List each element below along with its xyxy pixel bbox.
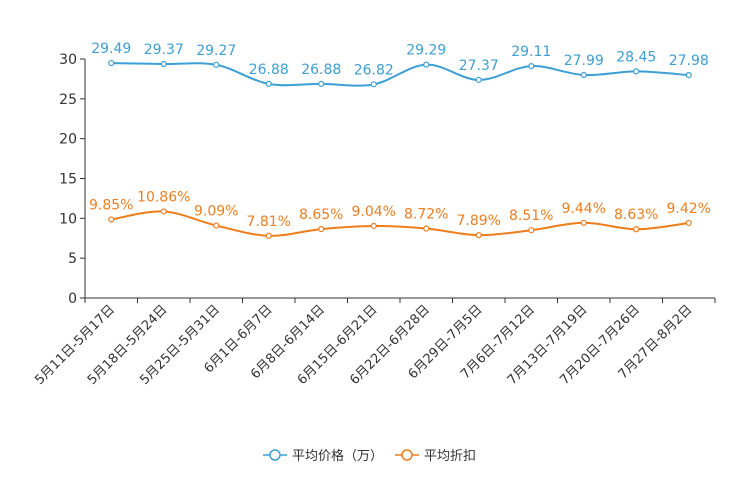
- data-label: 29.49: [91, 41, 131, 57]
- data-label: 29.29: [406, 43, 446, 59]
- data-point: [318, 225, 325, 233]
- data-label: 26.88: [249, 62, 289, 78]
- y-tick-label: 0: [68, 291, 77, 307]
- y-ticks: 0 5 10 15 20 25 30: [59, 52, 85, 307]
- data-label: 28.45: [616, 49, 656, 65]
- data-label: 10.86%: [137, 189, 190, 205]
- x-ticks: 5月11日-5月17日5月18日-5月24日5月25日-5月31日6月1日-6月…: [32, 298, 716, 388]
- data-point: [633, 68, 640, 75]
- legend-item-1: 平均价格（万）: [263, 448, 383, 464]
- data-point: [160, 60, 167, 68]
- data-point: [423, 225, 430, 232]
- y-tick-label: 15: [59, 172, 77, 188]
- data-label: 8.65%: [299, 207, 343, 223]
- data-label: 29.37: [144, 42, 184, 58]
- data-label: 26.88: [301, 62, 341, 78]
- data-point: [108, 216, 115, 223]
- data-label: 27.99: [564, 53, 604, 69]
- legend-label: 平均价格（万）: [292, 448, 383, 464]
- y-tick-label: 10: [59, 211, 77, 227]
- data-point: [370, 222, 377, 230]
- data-point: [213, 61, 220, 68]
- y-tick-label: 25: [59, 92, 77, 108]
- data-point: [580, 219, 587, 226]
- legend-marker-icon: [269, 449, 281, 461]
- data-point: [160, 208, 167, 215]
- data-point: [528, 62, 535, 70]
- data-label: 9.44%: [562, 201, 606, 217]
- legend-item-2: 平均折扣: [395, 449, 476, 464]
- data-point: [475, 232, 482, 239]
- legend: 平均价格（万） 平均折扣: [263, 448, 476, 464]
- data-point: [265, 232, 272, 239]
- data-label: 8.51%: [509, 208, 553, 224]
- data-point: [580, 71, 587, 79]
- data-point: [685, 219, 692, 227]
- data-label: 7.89%: [457, 213, 501, 229]
- data-label: 9.04%: [352, 204, 396, 220]
- data-point: [423, 61, 430, 68]
- data-point: [265, 80, 272, 87]
- data-label: 27.37: [459, 58, 499, 74]
- series-layer: 29.49 29.37 29.27 26.88 26.88 26.82 29.29 27.37…: [89, 41, 711, 239]
- data-point: [633, 226, 640, 233]
- series-line: [111, 210, 689, 237]
- data-point: [108, 59, 115, 67]
- data-label: 27.98: [669, 53, 709, 69]
- data-point: [318, 80, 325, 87]
- axes: 0 5 10 15 20 25 30 5月11日-5月17日5月18日-5月24日5月25日…: [32, 52, 716, 388]
- series-2: 9.85%10.86%9.09% 7.81% 8.65% 9.04% 8.72% 7.89…: [89, 189, 711, 239]
- data-label: 8.72%: [404, 207, 448, 223]
- data-point: [213, 222, 220, 229]
- legend-label: 平均折扣: [424, 449, 476, 464]
- data-label: 9.85%: [89, 198, 133, 214]
- data-label: 9.09%: [194, 204, 238, 220]
- y-tick-label: 30: [59, 52, 77, 68]
- data-label: 26.82: [354, 62, 394, 78]
- data-label: 29.27: [196, 43, 236, 59]
- data-point: [370, 81, 377, 88]
- data-point: [685, 71, 692, 79]
- data-label: 9.42%: [667, 201, 711, 217]
- data-label: 29.11: [511, 44, 551, 60]
- legend-marker-icon: [401, 449, 413, 461]
- data-point: [528, 227, 535, 234]
- data-label: 7.81%: [247, 214, 291, 230]
- series-1: 29.49 29.37 29.27 26.88 26.88 26.82 29.29 27.37…: [91, 41, 709, 88]
- y-tick-label: 20: [59, 132, 77, 148]
- series-line: [111, 62, 689, 87]
- data-point: [475, 76, 482, 84]
- y-tick-label: 5: [68, 251, 77, 267]
- data-label: 8.63%: [614, 207, 658, 223]
